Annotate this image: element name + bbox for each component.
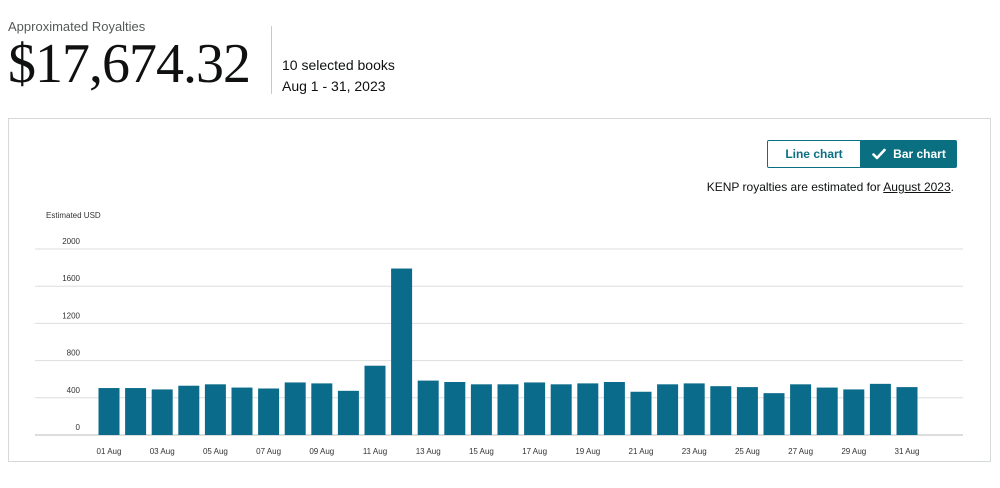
line-chart-label: Line chart [785, 147, 843, 161]
y-tick-label: 400 [67, 386, 81, 395]
bar-12-aug[interactable] [391, 268, 413, 435]
x-tick-label: 09 Aug [309, 447, 334, 456]
bar-chart: 0 400 800 1200 1600 2000 01 Aug 03 Aug 05 Aug 07 … [35, 237, 963, 456]
y-tick-label: 800 [67, 349, 81, 358]
bar-06-aug[interactable] [231, 387, 253, 435]
bar-23-aug[interactable] [683, 383, 705, 435]
bar-29-aug[interactable] [843, 389, 865, 435]
bar-14-aug[interactable] [444, 381, 466, 435]
x-tick-label: 29 Aug [841, 447, 866, 456]
bar-22-aug[interactable] [657, 384, 679, 435]
kenp-note-end: . [950, 180, 954, 194]
bar-28-aug[interactable] [816, 387, 838, 435]
bar-chart-button[interactable]: Bar chart [861, 140, 957, 168]
bar-20-aug[interactable] [603, 381, 625, 435]
x-tick-label: 23 Aug [682, 447, 707, 456]
y-tick-label: 0 [76, 423, 81, 432]
kenp-note: KENP royalties are estimated for August … [707, 180, 954, 194]
y-tick-label: 1200 [62, 311, 80, 320]
kenp-month-link[interactable]: August 2023 [883, 180, 951, 194]
bar-26-aug[interactable] [763, 393, 785, 435]
bar-17-aug[interactable] [524, 382, 546, 435]
bar-18-aug[interactable] [550, 384, 572, 435]
bar-chart-label: Bar chart [893, 147, 946, 161]
bar-24-aug[interactable] [710, 386, 732, 435]
bar-01-aug[interactable] [98, 388, 120, 435]
bar-15-aug[interactable] [470, 384, 492, 435]
bar-21-aug[interactable] [630, 391, 652, 435]
y-tick-label: 1600 [62, 274, 80, 283]
selected-books: 10 selected books [282, 57, 395, 73]
y-tick-label: 2000 [62, 237, 80, 246]
x-tick-label: 03 Aug [150, 447, 175, 456]
summary-label: Approximated Royalties [8, 19, 146, 34]
x-tick-label: 01 Aug [97, 447, 122, 456]
bar-08-aug[interactable] [284, 382, 306, 435]
x-tick-label: 19 Aug [575, 447, 600, 456]
x-tick-label: 13 Aug [416, 447, 441, 456]
x-tick-label: 31 Aug [895, 447, 920, 456]
royalties-amount: $17,674.32 [8, 33, 251, 95]
x-tick-label: 05 Aug [203, 447, 228, 456]
bar-25-aug[interactable] [736, 387, 758, 435]
x-tick-label: 25 Aug [735, 447, 760, 456]
bar-05-aug[interactable] [204, 384, 226, 435]
bar-02-aug[interactable] [125, 388, 147, 435]
bar-03-aug[interactable] [151, 389, 173, 435]
y-axis-label: Estimated USD [46, 211, 101, 220]
bar-10-aug[interactable] [337, 390, 359, 435]
bar-04-aug[interactable] [178, 385, 200, 435]
bar-07-aug[interactable] [258, 388, 280, 436]
x-tick-label: 15 Aug [469, 447, 494, 456]
bar-16-aug[interactable] [497, 384, 519, 435]
date-range: Aug 1 - 31, 2023 [282, 78, 386, 94]
bar-30-aug[interactable] [869, 383, 891, 435]
bar-13-aug[interactable] [417, 380, 439, 435]
x-tick-label: 21 Aug [629, 447, 654, 456]
x-tick-label: 17 Aug [522, 447, 547, 456]
chart-panel: Line chart Bar chart KENP royalties are … [8, 118, 991, 462]
chart-type-toggle: Line chart Bar chart [767, 140, 957, 168]
bar-19-aug[interactable] [577, 383, 599, 435]
line-chart-button[interactable]: Line chart [767, 140, 861, 168]
bar-11-aug[interactable] [364, 365, 386, 435]
summary-divider [271, 26, 272, 94]
x-tick-label: 07 Aug [256, 447, 281, 456]
x-tick-label: 27 Aug [788, 447, 813, 456]
bar-31-aug[interactable] [896, 387, 918, 435]
bar-09-aug[interactable] [311, 383, 333, 435]
kenp-note-text: KENP royalties are estimated for [706, 180, 884, 194]
check-icon [872, 148, 886, 160]
bar-27-aug[interactable] [790, 384, 812, 435]
x-tick-label: 11 Aug [363, 447, 387, 456]
